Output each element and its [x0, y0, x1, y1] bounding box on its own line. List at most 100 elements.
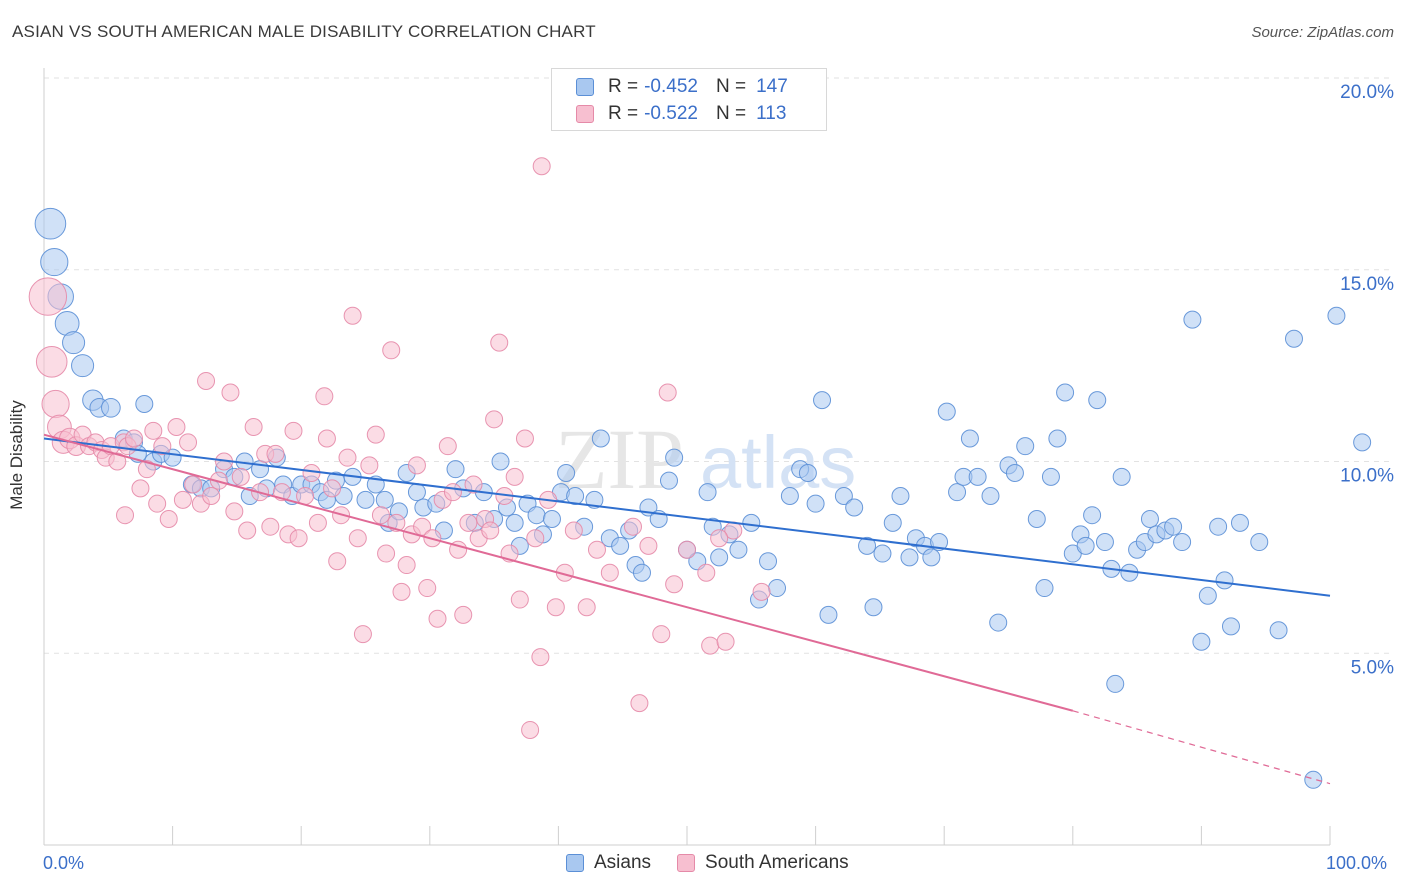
asian-point [900, 548, 919, 567]
south-american-point [521, 720, 540, 739]
r-value: -0.522 [644, 103, 698, 124]
asian-point [1198, 586, 1217, 605]
asian-point [1215, 571, 1234, 590]
south-american-point [148, 494, 167, 513]
south-american-point [577, 598, 596, 617]
asian-point [858, 536, 877, 555]
south-american-point [665, 575, 684, 594]
asian-point [968, 467, 987, 486]
asian-point [1183, 310, 1202, 329]
asian-point [557, 464, 576, 483]
asian-point [1140, 510, 1159, 529]
asian-point [1221, 617, 1240, 636]
south-american-point [343, 306, 362, 325]
south-american-point [266, 444, 285, 463]
south-american-point [315, 387, 334, 406]
south-american-point [225, 502, 244, 521]
series-legend: Asians South Americans [566, 852, 875, 874]
south-american-point [490, 333, 509, 352]
south-american-point [397, 556, 416, 575]
y-tick-label: 10.0% [1340, 466, 1394, 487]
asian-point [1106, 674, 1125, 693]
asian-trend-line [43, 437, 1331, 597]
asian-point [780, 487, 799, 506]
asian-point [591, 429, 610, 448]
south-american-point [108, 452, 127, 471]
south-american-point [658, 383, 677, 402]
south-american-point [116, 506, 135, 525]
y-tick-labels: 5.0% 10.0% 15.0% 20.0% [1340, 82, 1394, 678]
south-american-point [600, 563, 619, 582]
asian-point [742, 513, 761, 532]
south-american-point [35, 345, 68, 378]
asian-point [566, 487, 585, 506]
south-american-point [244, 417, 263, 436]
asian-point [1173, 533, 1192, 552]
asian-point [806, 494, 825, 513]
south-american-point [197, 371, 216, 390]
asian-point [960, 429, 979, 448]
south-american-point [697, 563, 716, 582]
asian-point [101, 397, 121, 418]
x-tick-label-max: 100.0% [1326, 853, 1388, 873]
legend-swatch-south-americans [677, 854, 696, 872]
south-american-point [144, 421, 163, 440]
south-american-point [546, 598, 565, 617]
south-american-point [510, 590, 529, 609]
south-american-point [418, 579, 437, 598]
asian-point [873, 544, 892, 563]
south-american-point [454, 605, 473, 624]
south-american-point [28, 277, 68, 316]
watermark-atlas: atlas [700, 421, 856, 504]
asian-point [375, 490, 394, 509]
asian-point [40, 247, 69, 277]
asian-point [1088, 391, 1107, 410]
south-american-point [526, 529, 545, 548]
asian-point [135, 394, 154, 413]
south-american-point [173, 490, 192, 509]
axes [43, 68, 1331, 846]
asian-point [1095, 533, 1114, 552]
x-tick-label-min: 0.0% [43, 853, 85, 873]
r-label: R = [608, 76, 639, 97]
n-label: N = [715, 103, 747, 124]
south-american-point [630, 694, 649, 713]
asian-point [1016, 437, 1035, 456]
n-label: N = [715, 76, 747, 97]
asian-point [527, 506, 546, 525]
legend-row-asians: R = -0.452 N = 147 [576, 75, 788, 99]
asian-point [710, 548, 729, 567]
south-american-point [701, 636, 720, 655]
south-american-point [443, 483, 462, 502]
asian-point [834, 487, 853, 506]
south-american-point [464, 475, 483, 494]
south-american-point [338, 448, 357, 467]
asian-point [1041, 467, 1060, 486]
south-american-point [238, 521, 257, 540]
asian-point [1353, 433, 1372, 452]
asian-point [759, 552, 778, 571]
south-american-point [153, 437, 172, 456]
south-american-point [284, 421, 303, 440]
r-label: R = [608, 103, 639, 124]
asian-point [1284, 329, 1303, 348]
r-value: -0.452 [644, 76, 698, 97]
trend-lines [43, 433, 1331, 785]
legend-item-south-americans[interactable]: South Americans [677, 852, 849, 874]
south-american-point [564, 521, 583, 540]
legend-swatch-asians [566, 854, 584, 872]
legend-swatch-south-americans [576, 105, 594, 123]
south-american-point [302, 464, 321, 483]
south-american-point [366, 425, 385, 444]
asian-point [948, 483, 967, 502]
south-american-point [710, 529, 729, 548]
asian-point [937, 402, 956, 421]
asian-point [611, 536, 630, 555]
asian-point [542, 510, 561, 529]
legend-item-asians[interactable]: Asians [566, 852, 651, 874]
n-value: 147 [756, 76, 788, 97]
stats-legend: R = -0.452 N = 147 R = -0.522 N = 113 [551, 68, 827, 131]
south-american-point [515, 429, 534, 448]
south-american-point [382, 341, 401, 360]
